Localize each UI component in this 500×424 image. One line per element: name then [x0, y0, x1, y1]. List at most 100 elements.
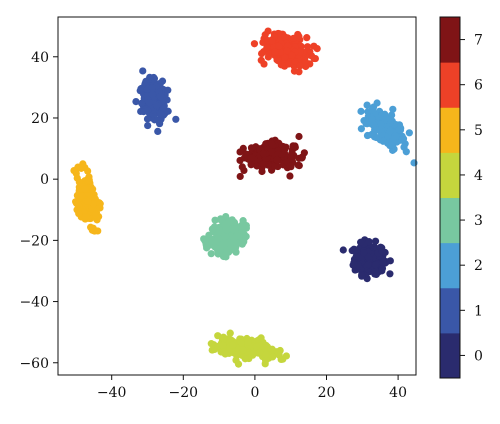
scatter-point-class-7	[281, 145, 289, 153]
scatter-point-class-6	[302, 62, 310, 71]
scatter-point-class-1	[145, 98, 153, 107]
colorbar-tick-label: 0	[474, 348, 483, 364]
scatter-point-class-2	[357, 125, 365, 133]
scatter-point-class-3	[201, 236, 209, 244]
scatter-point-class-4	[255, 348, 264, 356]
scatter-point-class-2	[370, 129, 378, 137]
colorbar-tick-label: 5	[474, 123, 483, 139]
scatter-point-class-1	[152, 101, 161, 109]
y-tick-label: −20	[19, 233, 49, 249]
scatter-point-class-5	[82, 212, 90, 221]
colorbar-frame	[439, 16, 461, 379]
scatter-point-class-6	[311, 54, 319, 63]
scatter-point-class-0	[363, 275, 371, 283]
scatter-point-class-3	[218, 242, 226, 250]
scatter-point-class-0	[352, 246, 360, 254]
scatter-point-class-3	[233, 239, 241, 247]
scatter-point-class-6	[268, 37, 276, 45]
scatter-point-class-1	[146, 73, 154, 81]
y-tick-label: 20	[31, 111, 49, 127]
scatter-point-class-0	[364, 260, 373, 269]
scatter-point-class-4	[269, 353, 277, 361]
x-tick-label: −20	[169, 385, 199, 401]
scatter-point-class-1	[143, 115, 152, 123]
scatter-point-class-0	[378, 247, 386, 255]
scatter-point-class-0	[371, 237, 380, 245]
scatter-point-class-3	[223, 226, 231, 234]
x-tick-label: 0	[250, 385, 259, 401]
scatter-point-class-7	[273, 156, 281, 164]
scatter-point-class-2	[386, 127, 394, 135]
scatter-point-class-4	[229, 341, 237, 349]
scatter-point-class-1	[156, 93, 164, 101]
scatter-point-class-0	[379, 258, 387, 266]
colorbar-segment-1	[440, 287, 460, 334]
scatter-point-class-1	[154, 127, 162, 135]
scatter-point-class-6	[276, 48, 285, 56]
scatter-point-class-1	[172, 115, 180, 123]
scatter-point-class-3	[230, 234, 238, 242]
scatter-point-class-6	[288, 51, 296, 59]
scatter-points	[70, 27, 418, 368]
scatter-point-class-2	[377, 120, 385, 128]
scatter-point-class-6	[313, 44, 321, 53]
scatter-point-class-6	[263, 44, 271, 52]
scatter-point-class-7	[294, 161, 302, 169]
scatter-point-class-3	[208, 225, 216, 233]
scatter-point-class-7	[238, 163, 246, 171]
colorbar: 0 1 2 3 4 5 6 7	[439, 16, 483, 379]
scatter-point-class-2	[398, 136, 406, 144]
scatter-point-class-4	[244, 338, 252, 346]
scatter-point-class-5	[73, 174, 81, 182]
scatter-point-class-1	[148, 90, 156, 99]
scatter-point-class-7	[267, 148, 275, 156]
scatter-point-class-3	[238, 223, 246, 231]
scatter-point-class-0	[378, 267, 386, 275]
scatter-point-class-7	[289, 142, 297, 150]
scatter-point-class-4	[220, 335, 228, 343]
scatter-point-class-6	[285, 60, 293, 68]
scatter-point-class-7	[288, 149, 296, 157]
x-tick-label: 40	[389, 385, 407, 401]
plot-frame	[57, 16, 417, 376]
scatter-point-class-7	[267, 139, 276, 148]
scatter-point-class-2	[410, 159, 418, 167]
scatter-point-class-2	[373, 99, 381, 107]
colorbar-segment-2	[440, 242, 460, 289]
scatter-point-class-6	[275, 42, 283, 50]
scatter-point-class-7	[259, 150, 268, 158]
scatter-point-class-5	[75, 209, 83, 218]
scatter-point-class-6	[281, 53, 289, 61]
scatter-point-class-3	[215, 235, 223, 243]
scatter-point-class-2	[402, 148, 410, 156]
scatter-point-class-1	[144, 121, 152, 130]
scatter-point-class-4	[252, 342, 260, 351]
scatter-point-class-5	[87, 223, 95, 231]
scatter-point-class-2	[368, 106, 376, 114]
scatter-point-class-0	[386, 257, 394, 265]
scatter-point-class-7	[295, 132, 303, 141]
scatter-point-class-5	[85, 176, 93, 184]
scatter-point-class-4	[260, 343, 268, 352]
scatter-point-class-7	[236, 172, 244, 181]
scatter-point-class-2	[387, 141, 395, 149]
scatter-point-class-1	[156, 120, 164, 128]
scatter-point-class-2	[368, 114, 376, 123]
scatter-point-class-4	[207, 340, 215, 348]
scatter-point-class-3	[217, 215, 225, 223]
scatter-point-class-5	[84, 167, 92, 175]
scatter-point-class-0	[371, 261, 380, 269]
scatter-point-class-4	[219, 341, 227, 349]
scatter-point-class-2	[357, 107, 365, 115]
scatter-point-class-2	[369, 120, 377, 128]
scatter-point-class-7	[270, 162, 279, 170]
scatter-point-class-3	[207, 235, 215, 243]
scatter-point-class-7	[286, 172, 294, 180]
scatter-point-class-1	[132, 98, 140, 106]
colorbar-tick-label: 1	[474, 303, 483, 319]
scatter-point-class-5	[81, 185, 89, 193]
scatter-point-class-4	[241, 355, 249, 363]
colorbar-tick-label: 7	[474, 33, 483, 49]
y-tick-label: 40	[31, 50, 49, 66]
scatter-point-class-6	[250, 40, 259, 48]
